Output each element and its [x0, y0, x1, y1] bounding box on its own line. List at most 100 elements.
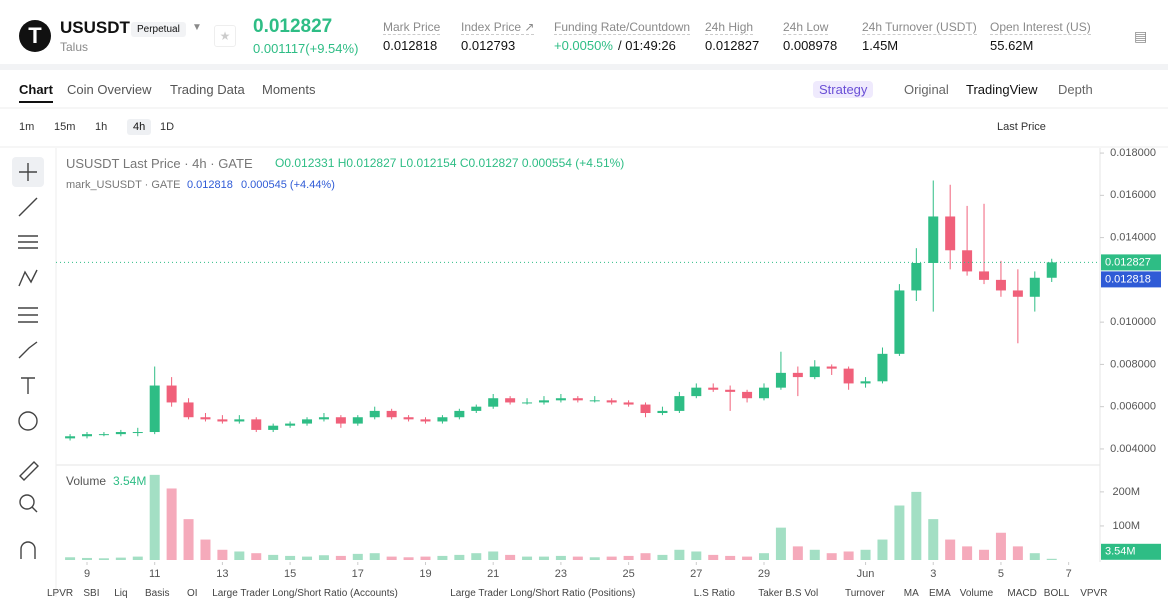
indicator[interactable]: Volume — [959, 588, 994, 599]
stat-value: 55.62M — [990, 38, 1034, 53]
candle-body — [606, 400, 617, 403]
candle-body — [505, 398, 516, 403]
indicator[interactable]: Taker B.S Vol — [758, 588, 819, 599]
stat-value: +0.0050% — [554, 38, 613, 53]
x-tick-label: 17 — [352, 568, 364, 580]
y-tick-label: 0.010000 — [1110, 316, 1156, 328]
stat-value: 0.008978 — [783, 38, 838, 53]
interval[interactable]: 4h — [127, 119, 152, 135]
volume-bar — [1029, 553, 1040, 560]
volume-bar — [979, 549, 990, 560]
volume-bar — [995, 532, 1006, 560]
volume-bar — [403, 557, 414, 560]
candle-body — [82, 434, 92, 437]
drawing-tools[interactable] — [12, 157, 44, 559]
candle-body — [877, 353, 888, 382]
candle-body — [200, 417, 211, 420]
favorite[interactable]: ★ — [214, 25, 236, 47]
candle-body — [166, 385, 177, 403]
indicator[interactable]: Basis — [145, 588, 170, 599]
candle-body — [962, 250, 973, 272]
interval[interactable]: 1m — [19, 121, 35, 133]
volume-bar — [928, 519, 939, 560]
volume-bar — [826, 553, 837, 560]
x-tick-label: 25 — [622, 568, 634, 580]
price-source[interactable]: Last Price — [997, 121, 1046, 133]
volume-bar — [809, 549, 820, 560]
indicator[interactable]: SBI — [83, 588, 100, 599]
candle-body — [826, 366, 837, 369]
contract-tag: Perpetual — [131, 22, 186, 37]
indicator[interactable]: MACD — [1007, 588, 1037, 599]
candle-body — [403, 417, 414, 420]
view[interactable]: Depth — [1058, 82, 1093, 97]
candle-body — [335, 417, 346, 424]
indicator[interactable]: EMA — [929, 588, 951, 599]
interval[interactable]: 15m — [54, 121, 76, 133]
x-tick-label: 27 — [690, 568, 702, 580]
candle-body — [674, 396, 685, 411]
volume-bar — [200, 539, 211, 560]
view[interactable]: Strategy — [813, 81, 874, 98]
x-tick-label: 13 — [216, 568, 228, 580]
legend-mark-title: mark_USUSDT · GATE — [66, 179, 181, 191]
x-tick-label: 11 — [149, 568, 160, 580]
view[interactable]: TradingView — [966, 82, 1038, 97]
indicator[interactable]: Liq — [114, 588, 128, 599]
last-price-label: 0.012827 — [1105, 256, 1151, 268]
volume-bar — [640, 553, 651, 560]
volume-bar — [335, 555, 346, 560]
stat-label: Open Interest (US) — [990, 20, 1091, 35]
volume-bar — [1046, 558, 1057, 560]
indicator[interactable]: LPVR — [47, 588, 74, 599]
indicator[interactable]: Large Trader Long/Short Ratio (Accounts) — [212, 588, 398, 599]
stat-extra: / 01:49:26 — [618, 38, 676, 53]
indicator[interactable]: L.S Ratio — [693, 588, 735, 599]
y-tick-label: 0.014000 — [1110, 232, 1156, 244]
mark-price-tag — [1101, 271, 1161, 288]
volume-bar — [65, 557, 76, 560]
volume-bar — [843, 551, 854, 560]
x-tick-label: 15 — [284, 568, 296, 580]
notes-icon[interactable]: ▤ — [1134, 28, 1148, 44]
last-price-tag — [1101, 254, 1161, 271]
indicator[interactable]: MA — [903, 588, 919, 599]
candle-body — [98, 434, 109, 436]
tab[interactable]: Moments — [262, 82, 316, 97]
volume-bar — [82, 557, 92, 560]
volume-bar — [911, 491, 922, 560]
x-tick-label: 29 — [758, 568, 770, 580]
symbol[interactable]: USUSDT — [60, 18, 130, 37]
candle-body — [860, 381, 871, 384]
tab[interactable]: Coin Overview — [67, 82, 152, 97]
tab[interactable]: Chart — [19, 82, 53, 103]
candle-body — [657, 410, 668, 414]
volume-bar — [420, 556, 431, 560]
indicator[interactable]: Large Trader Long/Short Ratio (Positions… — [450, 588, 636, 599]
volume-bar — [234, 551, 245, 560]
candle-body — [1046, 262, 1057, 278]
volume-bar — [149, 474, 160, 560]
indicator[interactable]: VPVR — [1080, 588, 1108, 599]
volume-bar — [522, 556, 533, 560]
interval[interactable]: 1D — [160, 121, 175, 133]
candle-body — [302, 419, 313, 424]
view[interactable]: Original — [904, 82, 949, 97]
volume-bar — [505, 554, 516, 560]
volume-bar — [352, 553, 363, 560]
indicator[interactable]: Turnover — [845, 588, 885, 599]
tab[interactable]: Trading Data — [170, 82, 245, 97]
indicator[interactable]: OI — [187, 588, 198, 599]
interval[interactable]: 1h — [95, 121, 108, 133]
caret[interactable]: ▼ — [192, 22, 202, 33]
x-tick-label: 19 — [419, 568, 431, 580]
candle-body — [928, 216, 939, 263]
volume-bar — [538, 556, 549, 560]
volume-bar — [369, 553, 380, 560]
x-tick-label: 9 — [84, 568, 90, 580]
candle-body — [268, 425, 279, 430]
volume-tag — [1101, 543, 1161, 560]
volume-bar — [589, 557, 600, 560]
indicator[interactable]: BOLL — [1043, 588, 1070, 599]
